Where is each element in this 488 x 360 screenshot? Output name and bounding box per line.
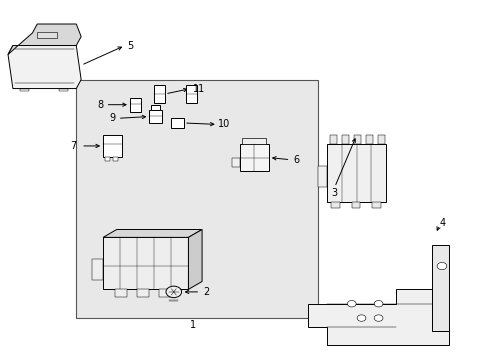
Bar [76, 80, 317, 318]
Polygon shape [307, 289, 448, 345]
Circle shape [165, 286, 181, 298]
Circle shape [373, 301, 382, 307]
Text: 5: 5 [127, 41, 133, 50]
Text: 9: 9 [109, 113, 115, 123]
Text: 6: 6 [272, 155, 299, 165]
Bar [159, 289, 171, 297]
Bar [151, 105, 160, 111]
Bar [149, 111, 162, 123]
Bar [137, 289, 149, 297]
Text: 1: 1 [190, 320, 196, 330]
Bar [330, 202, 339, 208]
Circle shape [373, 315, 382, 321]
Bar [341, 135, 348, 144]
Text: 10: 10 [217, 120, 229, 129]
Bar [232, 158, 239, 167]
Text: 3: 3 [331, 188, 337, 198]
Text: 11: 11 [193, 84, 205, 94]
Bar [327, 144, 385, 202]
Bar [239, 144, 268, 171]
Circle shape [436, 262, 446, 270]
Text: 2: 2 [185, 287, 209, 297]
Text: 8: 8 [97, 100, 103, 110]
Bar [371, 202, 380, 208]
Bar [130, 98, 141, 112]
Bar [115, 289, 127, 297]
Bar [317, 166, 327, 187]
Bar [353, 135, 360, 144]
Bar [59, 89, 68, 91]
Bar [103, 135, 122, 157]
Bar [242, 138, 266, 144]
Circle shape [346, 301, 355, 307]
Polygon shape [188, 229, 202, 289]
Bar [329, 135, 336, 144]
Bar [185, 85, 196, 103]
Polygon shape [103, 229, 202, 237]
Bar [171, 118, 183, 128]
Bar [20, 89, 29, 91]
Circle shape [356, 315, 365, 321]
Bar [37, 32, 57, 39]
Text: 7: 7 [70, 141, 76, 151]
Bar [365, 135, 372, 144]
Bar [351, 202, 360, 208]
Polygon shape [8, 24, 81, 54]
Text: 4: 4 [439, 218, 445, 228]
Bar [154, 85, 164, 103]
Polygon shape [8, 45, 81, 89]
Polygon shape [103, 237, 188, 289]
Bar [377, 135, 384, 144]
Bar [92, 259, 103, 280]
Polygon shape [431, 244, 448, 330]
Bar [113, 157, 118, 161]
Bar [105, 157, 110, 161]
